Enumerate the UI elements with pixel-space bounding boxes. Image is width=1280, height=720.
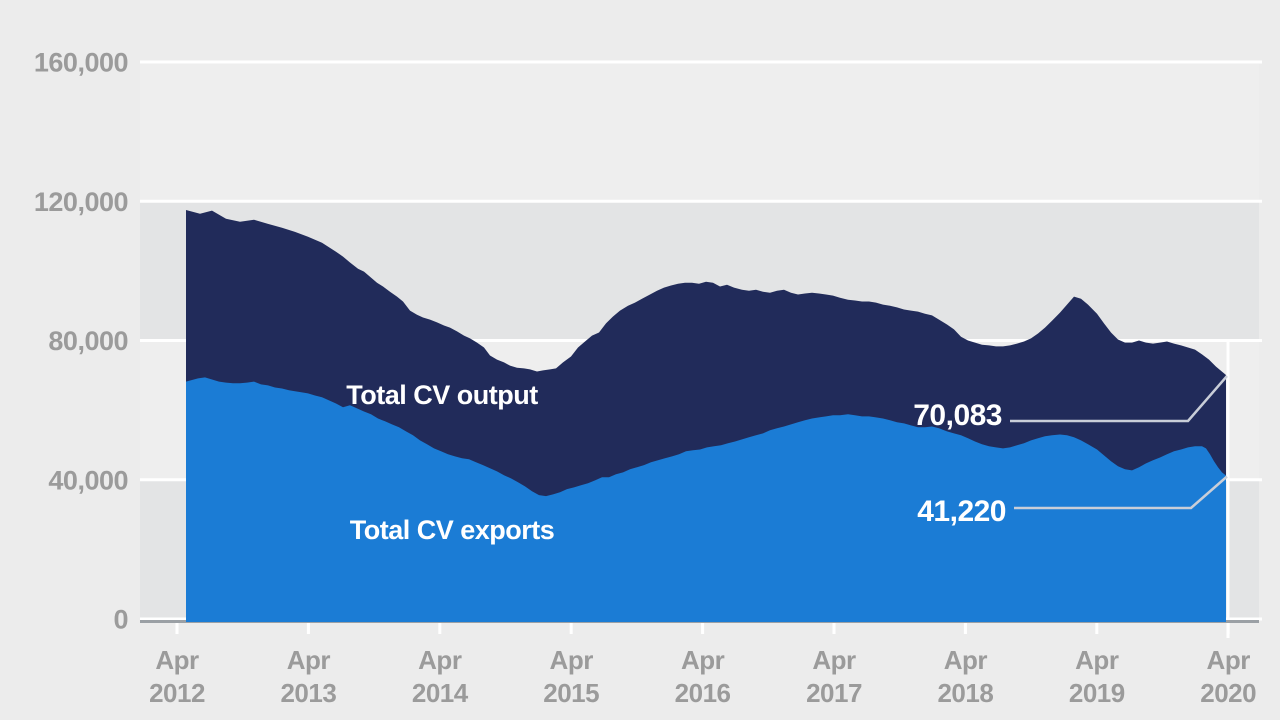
- x-axis-label-month: Apr: [1207, 645, 1251, 675]
- x-axis-label-month: Apr: [681, 645, 725, 675]
- y-axis-label: 0: [113, 605, 128, 635]
- x-tick-mark: [175, 623, 179, 634]
- output-final-value-label: 70,083: [913, 399, 1002, 432]
- x-tick-mark: [569, 623, 573, 634]
- total-cv-exports-area: [186, 377, 1226, 622]
- exports-leader-line: [1014, 475, 1228, 510]
- exports-series-label: Total CV exports: [350, 515, 555, 545]
- x-axis-label-month: Apr: [418, 645, 462, 675]
- output-series-label: Total CV output: [346, 380, 538, 410]
- x-tick-mark: [701, 623, 705, 634]
- y-axis-label: 120,000: [34, 187, 128, 217]
- x-axis-label-year: 2017: [806, 678, 862, 708]
- x-axis-label-year: 2016: [675, 678, 731, 708]
- x-tick-mark: [832, 623, 836, 634]
- x-axis-label-year: 2015: [543, 678, 599, 708]
- y-gridline: [140, 60, 1262, 64]
- x-tick-mark: [1095, 623, 1099, 634]
- x-tick-mark: [306, 623, 310, 634]
- x-axis-label-month: Apr: [287, 645, 331, 675]
- x-axis-label-month: Apr: [155, 645, 199, 675]
- x-tick-mark: [963, 623, 967, 634]
- x-gridline-apr-2020: [1226, 340, 1230, 638]
- y-axis-label: 40,000: [48, 465, 128, 495]
- plot-band: [140, 62, 1259, 202]
- x-axis-label-year: 2018: [937, 678, 993, 708]
- x-axis-label-year: 2020: [1200, 678, 1256, 708]
- x-axis-label-year: 2014: [412, 678, 469, 708]
- y-axis-label: 160,000: [34, 48, 128, 78]
- x-tick-mark: [1226, 623, 1230, 634]
- x-axis-label-year: 2019: [1069, 678, 1125, 708]
- x-axis-label-month: Apr: [812, 645, 856, 675]
- exports-final-value-label: 41,220: [917, 495, 1006, 528]
- x-axis-label-month: Apr: [944, 645, 988, 675]
- y-gridline: [140, 199, 1262, 203]
- x-tick-mark: [438, 623, 442, 634]
- x-axis-label-month: Apr: [550, 645, 594, 675]
- x-axis-label-year: 2012: [149, 678, 205, 708]
- x-axis-label-year: 2013: [280, 678, 336, 708]
- y-axis-label: 80,000: [48, 326, 128, 356]
- output-leader-line: [1010, 375, 1228, 423]
- x-axis-label-month: Apr: [1075, 645, 1119, 675]
